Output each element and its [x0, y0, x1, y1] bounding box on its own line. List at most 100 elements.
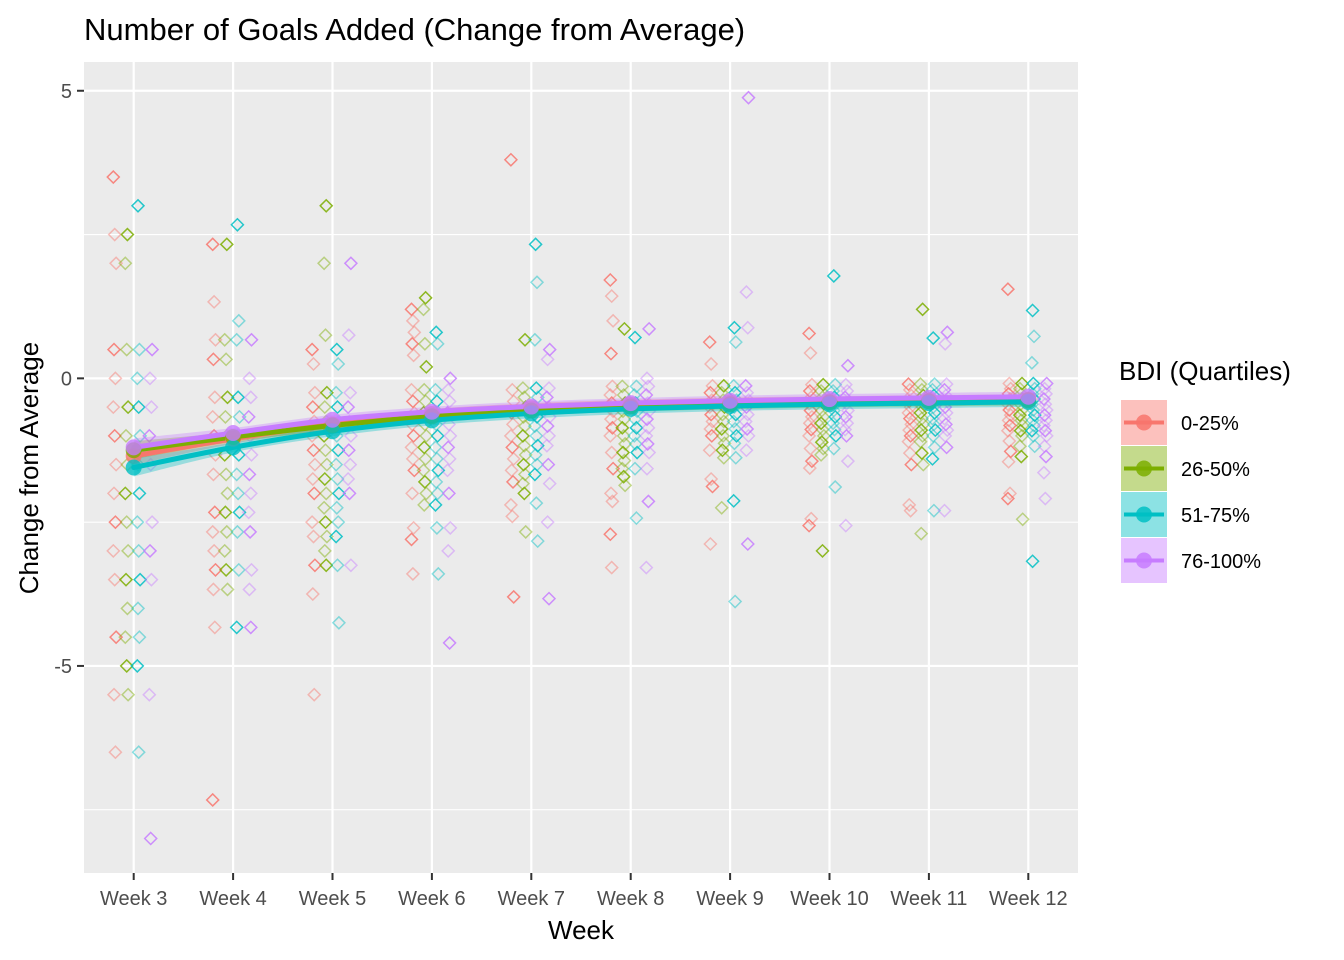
data-point	[528, 237, 543, 252]
data-point	[406, 348, 421, 363]
data-point	[1026, 376, 1041, 391]
data-point	[131, 543, 146, 558]
data-point	[407, 325, 422, 340]
data-point	[816, 409, 831, 424]
data-point	[605, 420, 620, 435]
trend-mean-point	[125, 459, 142, 476]
data-point	[715, 443, 730, 458]
data-point	[627, 428, 642, 443]
data-point	[826, 416, 841, 431]
data-point	[118, 428, 134, 443]
data-point	[130, 658, 145, 673]
data-point	[902, 497, 917, 512]
data-point	[431, 463, 446, 478]
data-point	[641, 420, 656, 435]
data-point	[219, 237, 234, 252]
x-tick-label: Week 11	[890, 888, 967, 910]
data-point	[405, 313, 420, 328]
trend-lines	[125, 388, 1037, 477]
data-point	[206, 352, 221, 367]
data-point	[738, 414, 753, 429]
data-point	[231, 562, 246, 577]
data-point	[106, 687, 122, 702]
data-point	[629, 379, 644, 394]
data-point	[515, 428, 530, 443]
data-point	[131, 400, 146, 415]
data-point	[704, 356, 719, 372]
data-point	[1001, 454, 1016, 469]
data-point	[142, 428, 157, 443]
data-point	[1000, 282, 1015, 297]
data-point	[318, 515, 333, 530]
data-point	[904, 457, 919, 472]
x-tick-label: Week 8	[597, 888, 664, 910]
data-point	[342, 486, 357, 501]
data-point	[642, 445, 657, 460]
data-point	[218, 409, 233, 424]
data-point	[925, 411, 940, 426]
trend-mean-point	[920, 389, 937, 406]
data-point	[729, 428, 744, 443]
data-point	[1026, 329, 1042, 344]
data-point	[840, 416, 855, 431]
data-point	[229, 467, 244, 482]
data-point	[307, 486, 322, 501]
data-point	[838, 409, 853, 424]
data-point	[606, 313, 621, 328]
data-point	[705, 479, 720, 494]
data-point	[419, 428, 434, 443]
legend-key-point	[1136, 506, 1152, 523]
trend-line	[131, 399, 1031, 470]
data-point	[119, 658, 134, 673]
data-point	[603, 412, 619, 427]
data-point	[419, 486, 434, 501]
data-point	[937, 411, 952, 426]
data-point	[341, 400, 356, 415]
data-point	[1036, 391, 1051, 407]
data-point	[606, 461, 621, 476]
data-point	[442, 635, 457, 650]
data-point	[306, 529, 321, 544]
data-point	[317, 543, 332, 558]
x-tick-label: Week 12	[989, 888, 1068, 910]
data-point	[418, 451, 433, 466]
data-point	[804, 377, 819, 392]
data-point	[318, 328, 333, 343]
data-point	[1024, 423, 1039, 438]
data-point	[603, 272, 618, 288]
data-point	[417, 336, 432, 351]
data-point	[331, 486, 346, 501]
data-point	[317, 400, 332, 415]
data-point	[109, 457, 124, 472]
data-point	[443, 428, 458, 443]
data-point	[726, 414, 741, 429]
data-point	[217, 543, 232, 558]
major-gridlines	[84, 62, 1078, 873]
data-point	[430, 428, 445, 443]
data-point	[603, 387, 618, 403]
data-point	[108, 371, 123, 386]
data-point	[107, 227, 122, 242]
data-point	[627, 461, 643, 476]
data-point	[319, 457, 334, 472]
data-point	[143, 831, 158, 846]
data-point	[838, 377, 853, 392]
data-point	[938, 417, 953, 432]
data-point	[243, 524, 258, 539]
trend-mean-point	[225, 439, 242, 456]
data-point	[802, 416, 817, 431]
data-point	[1014, 376, 1030, 391]
data-point	[230, 524, 245, 539]
data-point	[615, 461, 630, 476]
data-point	[505, 417, 521, 432]
data-point	[329, 500, 344, 515]
data-point	[1025, 303, 1040, 318]
data-point	[242, 582, 257, 597]
data-point	[417, 440, 432, 455]
legend-key-point	[1136, 414, 1152, 431]
y-tick-label: 5	[61, 81, 72, 103]
legend-label: 26-50%	[1181, 459, 1250, 481]
data-point	[404, 440, 419, 455]
data-point	[925, 451, 940, 466]
data-point	[517, 467, 533, 482]
